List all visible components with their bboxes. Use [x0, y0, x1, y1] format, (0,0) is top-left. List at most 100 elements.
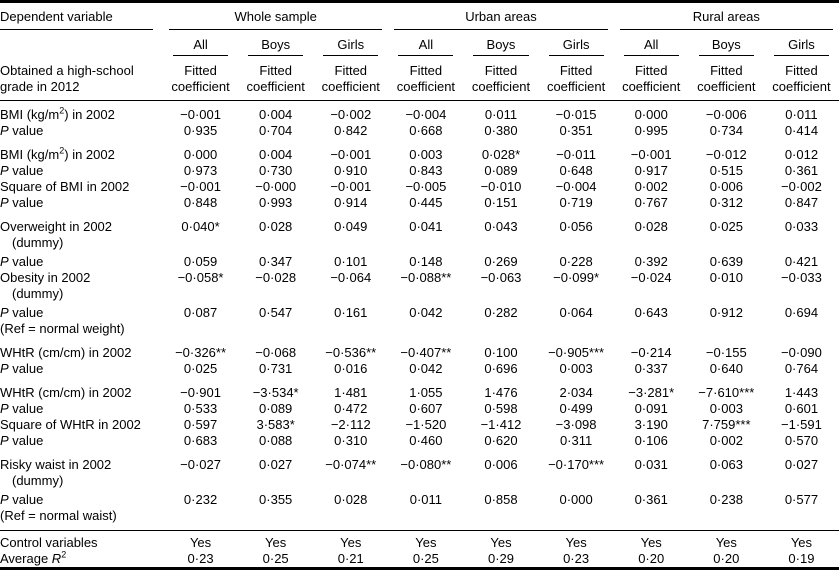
- cell-value: 0·042: [409, 361, 443, 376]
- cell-value: 0·620: [484, 433, 518, 448]
- cell-value: 0·361: [784, 163, 819, 178]
- cell-value: 0·087: [183, 305, 218, 320]
- table-row: P value 0·025 0·731 0·016 0·042 0·696 0·003 0·3…: [0, 361, 839, 377]
- col-urban-all: All: [388, 30, 463, 56]
- table-row: Risky waist in 2002 (dummy) −0·027 0·027 −0·…: [0, 457, 839, 492]
- row-label: BMI (kg/m2) in 2002: [0, 145, 115, 162]
- table-row: Average R2 0·23 0·25 0·21 0·25 0·29 0·23 0·20 0·…: [0, 549, 839, 569]
- cell-value: 0·042: [409, 305, 443, 320]
- row-label-second-line: (dummy): [12, 235, 64, 250]
- table-row: P value 0·232 0·355 0·028 0·011 0·858 0·000 0·3…: [0, 492, 839, 508]
- col-whole-all: All: [163, 30, 238, 56]
- table-row: BMI (kg/m2) in 2002 −0·001 0·004 −0·002 −0·0…: [0, 101, 839, 124]
- col-rural-girls: Girls: [764, 30, 839, 56]
- cell-value: 0·843: [409, 163, 443, 178]
- cell-value: 0·640: [709, 361, 743, 376]
- cell-value: 0·380: [484, 123, 518, 138]
- dependent-variable-header-cell: Dependent variable: [0, 2, 163, 30]
- cell-value: Yes: [265, 535, 287, 550]
- row-label: (Ref = normal waist): [0, 508, 117, 523]
- cell-value: 0·063: [709, 457, 743, 472]
- measure-header-row: Obtained a high-school grade in 2012 Fit…: [0, 56, 839, 101]
- cell-value: 0·29: [487, 551, 514, 566]
- cell-value: 0·23: [563, 551, 590, 566]
- cell-value: −0·033: [781, 270, 822, 285]
- cell-value: 0·040*: [181, 219, 220, 234]
- fitted-coefficient-header: Fitted coefficient: [313, 56, 389, 101]
- fitted-coefficient-header: Fitted coefficient: [613, 56, 689, 101]
- cell-value: 0·064: [559, 305, 593, 320]
- cell-value: 0·355: [259, 492, 293, 507]
- cell-value: 0·577: [784, 492, 819, 507]
- cell-value: [163, 508, 238, 524]
- cell-value: 0·914: [334, 195, 368, 210]
- row-label: Square of BMI in 2002: [0, 179, 130, 194]
- row-label: P value: [0, 254, 44, 269]
- cell-value: 0·337: [634, 361, 668, 376]
- cell-value: 0·20: [638, 551, 665, 566]
- cell-value: 0·19: [788, 551, 815, 566]
- cell-value: −0·170***: [548, 457, 605, 472]
- row-label: P value: [0, 401, 44, 416]
- cell-value: −0·006: [705, 107, 747, 122]
- row-label: P value: [0, 163, 44, 178]
- cell-value: 0·025: [183, 361, 218, 376]
- row-label: P value: [0, 492, 44, 507]
- cell-value: 0·004: [259, 107, 293, 122]
- table-row: BMI (kg/m2) in 2002 0·000 0·004 −0·001 0·003…: [0, 145, 839, 163]
- spacer-row: [0, 337, 839, 345]
- cell-value: 0·012: [784, 147, 819, 162]
- cell-value: −1·520: [405, 417, 447, 432]
- cell-value: −3·534*: [252, 385, 299, 400]
- cell-value: 0·238: [709, 492, 743, 507]
- cell-value: 0·25: [262, 551, 289, 566]
- dependent-variable-label: Dependent variable: [0, 9, 153, 30]
- cell-value: 0·683: [183, 433, 218, 448]
- cell-value: −0·063: [480, 270, 522, 285]
- group-rural-areas-cell: Rural areas: [614, 2, 839, 30]
- cell-value: 0·100: [484, 345, 518, 360]
- cell-value: −0·001: [330, 179, 372, 194]
- cell-value: [539, 321, 614, 337]
- row-label: P value: [0, 361, 44, 376]
- cell-value: 0·499: [559, 401, 593, 416]
- cell-value: −0·080**: [400, 457, 452, 472]
- spacer-row: [0, 139, 839, 147]
- cell-value: 0·089: [259, 401, 293, 416]
- cell-value: −0·028: [255, 270, 297, 285]
- row-label: P value: [0, 433, 44, 448]
- cell-value: 0·043: [484, 219, 518, 234]
- empty-header-cell: [0, 30, 163, 56]
- row-label: Average R2: [0, 549, 67, 566]
- cell-value: 0·731: [259, 361, 293, 376]
- cell-value: 0·000: [183, 147, 218, 162]
- cell-value: −0·004: [405, 107, 447, 122]
- row-label: Obesity in 2002 (dummy): [0, 270, 163, 305]
- fitted-coefficient-header: Fitted coefficient: [388, 56, 464, 101]
- group-rural-areas-label: Rural areas: [619, 9, 833, 30]
- cell-value: −0·001: [630, 147, 672, 162]
- spacer-row: [0, 211, 839, 219]
- cell-value: [689, 321, 764, 337]
- cell-value: −0·214: [630, 345, 672, 360]
- cell-value: 0·033: [784, 219, 819, 234]
- spacer-row: [0, 449, 839, 457]
- cell-value: 0·312: [709, 195, 743, 210]
- fitted-coefficient-header: Fitted coefficient: [463, 56, 539, 101]
- table-row: P value 0·683 0·088 0·310 0·460 0·620 0·311 0·1…: [0, 433, 839, 449]
- table-row: Square of WHtR in 2002 0·597 3·583* −2·112 −…: [0, 417, 839, 433]
- col-whole-girls: Girls: [313, 30, 388, 56]
- cell-value: −0·011: [556, 147, 597, 162]
- cell-value: 7·759***: [702, 417, 751, 432]
- cell-value: −0·024: [630, 270, 672, 285]
- cell-value: 0·730: [259, 163, 293, 178]
- cell-value: 3·190: [634, 417, 668, 432]
- row-label: WHtR (cm/cm) in 2002: [0, 345, 132, 360]
- cell-value: 0·21: [337, 551, 364, 566]
- table-row: Square of BMI in 2002 −0·001 −0·000 −0·001 −…: [0, 179, 839, 195]
- cell-value: 0·016: [334, 361, 368, 376]
- col-rural-boys: Boys: [689, 30, 764, 56]
- cell-value: 0·101: [334, 254, 368, 269]
- cell-value: 0·310: [334, 433, 368, 448]
- cell-value: Yes: [715, 535, 737, 550]
